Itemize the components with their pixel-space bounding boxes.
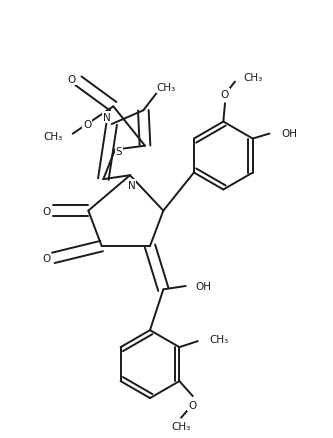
Text: CH₃: CH₃ [43, 132, 63, 142]
Text: N: N [128, 180, 136, 190]
Text: S: S [116, 147, 122, 157]
Text: O: O [42, 206, 50, 216]
Text: OH: OH [195, 281, 211, 291]
Text: O: O [42, 253, 50, 263]
Text: CH₃: CH₃ [209, 334, 229, 344]
Text: O: O [68, 75, 76, 85]
Text: O: O [188, 400, 196, 410]
Text: CH₃: CH₃ [157, 83, 175, 93]
Text: O: O [221, 90, 229, 100]
Text: O: O [83, 120, 92, 130]
Text: CH₃: CH₃ [243, 72, 262, 82]
Text: N: N [103, 113, 111, 123]
Text: CH₃: CH₃ [171, 421, 191, 431]
Text: OH: OH [281, 128, 297, 138]
